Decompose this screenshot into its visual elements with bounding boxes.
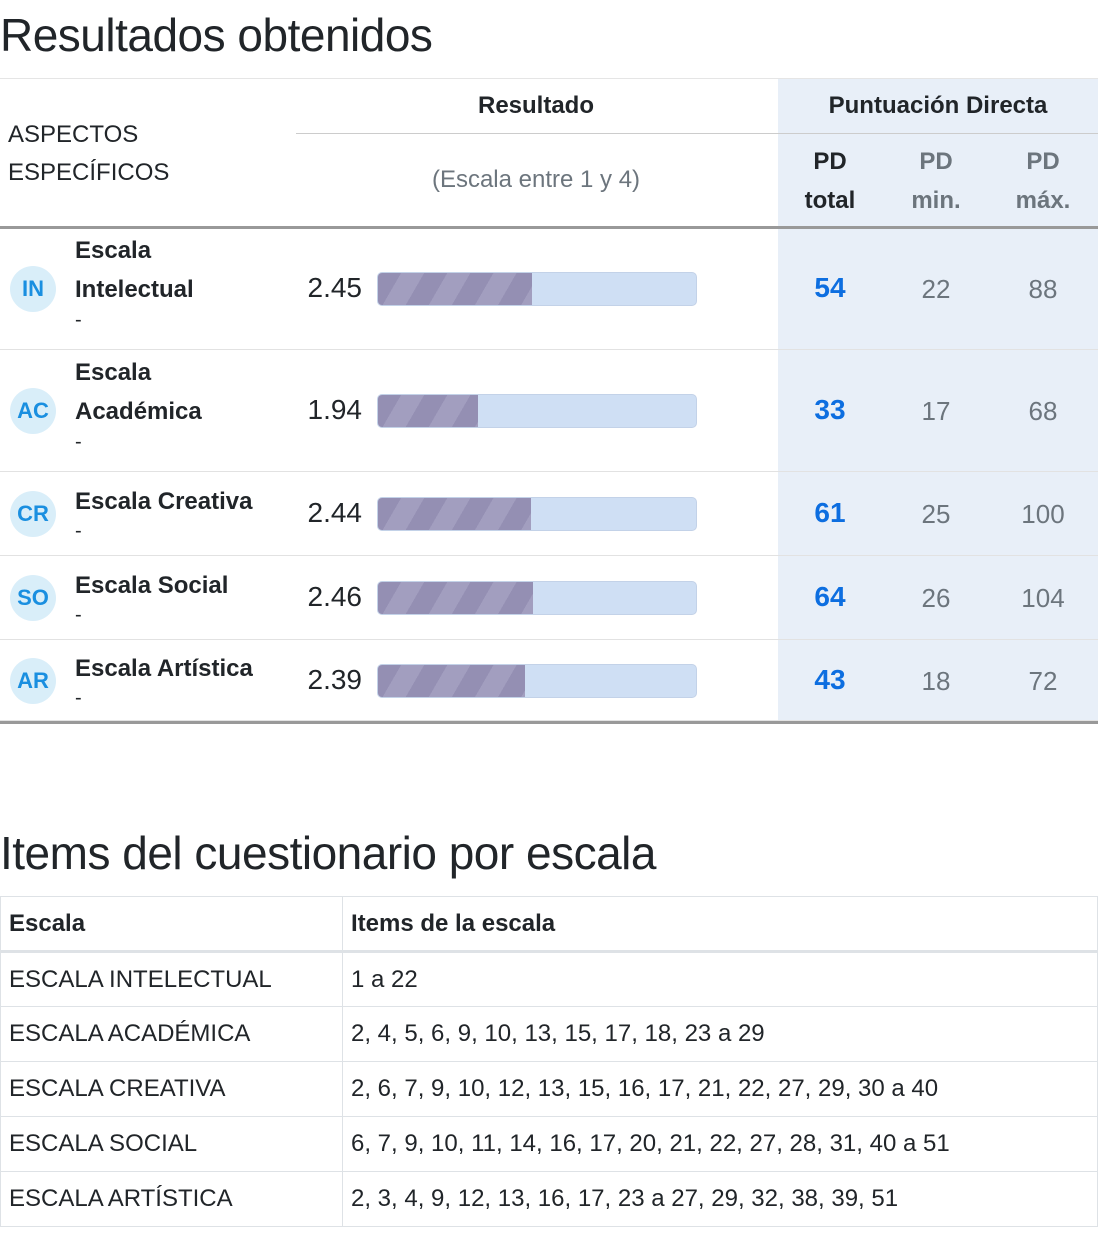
- items-cell: 2, 4, 5, 6, 9, 10, 13, 15, 17, 18, 23 a …: [342, 1006, 1098, 1062]
- items-cell: 1 a 22: [342, 951, 1098, 1007]
- table-row: ESCALA CREATIVA 2, 6, 7, 9, 10, 12, 13, 1…: [0, 1061, 1098, 1117]
- pd-total: 43: [814, 663, 846, 695]
- scale-name: Escala Intelectual: [75, 237, 194, 303]
- pd-min: 26: [921, 583, 951, 613]
- pd-total: 61: [814, 497, 846, 528]
- scale-badge: SO: [10, 575, 56, 621]
- scale-subtitle: -: [75, 604, 82, 626]
- table-row: ESCALA INTELECTUAL 1 a 22: [0, 951, 1098, 1007]
- header-pd-total: PD total: [804, 148, 856, 214]
- items-cell: 2, 6, 7, 9, 10, 12, 13, 15, 16, 17, 21, …: [342, 1061, 1098, 1117]
- items-cell: 6, 7, 9, 10, 11, 14, 16, 17, 20, 21, 22,…: [342, 1116, 1098, 1172]
- header-items: Items de la escala: [342, 896, 1098, 953]
- result-value: 2.46: [307, 581, 363, 612]
- table-row: [0, 350, 1098, 472]
- result-progress-fill: [378, 582, 533, 614]
- pd-max: 104: [1021, 583, 1065, 613]
- items-table: Escala Items de la escala ESCALA INTELEC…: [0, 896, 1098, 1227]
- pd-min: 25: [921, 499, 951, 529]
- header-pd-max: PD máx.: [1015, 148, 1071, 214]
- table-header-row: Escala Items de la escala: [0, 896, 1098, 953]
- result-progress-bar: [377, 663, 697, 698]
- result-progress-fill: [378, 498, 531, 530]
- pd-column-background: [778, 78, 1098, 724]
- pd-min: 22: [921, 274, 951, 304]
- pd-total: 64: [814, 581, 846, 612]
- pd-max: 88: [1028, 274, 1058, 304]
- header-result: Resultado: [477, 92, 594, 119]
- pd-min: 17: [921, 396, 951, 426]
- scale-subtitle: -: [75, 431, 82, 453]
- scale-cell: ESCALA ARTÍSTICA: [0, 1171, 343, 1227]
- header-pd-min: PD min.: [911, 148, 961, 214]
- results-table: ASPECTOS ESPECÍFICOS Resultado (Escala e…: [0, 78, 1098, 724]
- result-value: 2.44: [307, 497, 363, 528]
- header-pd: Puntuación Directa: [828, 92, 1048, 119]
- table-row: ESCALA SOCIAL 6, 7, 9, 10, 11, 14, 16, 17…: [0, 1116, 1098, 1172]
- divider: [296, 133, 1098, 134]
- scale-subtitle: -: [75, 520, 82, 542]
- table-row: [0, 228, 1098, 350]
- scale-name: Escala Creativa: [75, 488, 253, 515]
- scale-cell: ESCALA ACADÉMICA: [0, 1006, 343, 1062]
- result-value: 1.94: [307, 394, 363, 425]
- pd-max: 68: [1028, 396, 1058, 426]
- table-row: [0, 472, 1098, 556]
- scale-name: Escala Artística: [75, 654, 253, 682]
- result-progress-bar: [377, 497, 697, 531]
- header-scale-note: (Escala entre 1 y 4): [431, 166, 641, 193]
- scale-subtitle: -: [75, 309, 82, 331]
- table-row: [0, 556, 1098, 640]
- pd-min: 18: [921, 665, 951, 696]
- header-scale: Escala: [0, 896, 343, 953]
- result-progress-bar: [377, 581, 697, 615]
- result-progress-bar: [377, 394, 697, 428]
- pd-total: 54: [814, 272, 846, 303]
- scale-name: Escala Social: [75, 572, 229, 599]
- scale-badge: IN: [10, 266, 56, 312]
- scale-name: Escala Académica: [75, 359, 202, 425]
- pd-max: 100: [1021, 499, 1065, 529]
- header-aspects: ASPECTOS ESPECÍFICOS: [8, 121, 170, 186]
- table-row: ESCALA ARTÍSTICA 2, 3, 4, 9, 12, 13, 16, …: [0, 1171, 1098, 1227]
- divider: [0, 721, 1098, 724]
- table-row: ESCALA ACADÉMICA 2, 4, 5, 6, 9, 10, 13, 1…: [0, 1006, 1098, 1062]
- pd-max: 72: [1028, 665, 1058, 696]
- divider: [0, 226, 1098, 229]
- result-value: 2.39: [307, 663, 363, 695]
- scale-badge: AC: [10, 388, 56, 434]
- result-progress-fill: [378, 273, 532, 305]
- result-progress-fill: [378, 664, 526, 697]
- scale-cell: ESCALA INTELECTUAL: [0, 951, 343, 1007]
- scale-badge: CR: [10, 491, 56, 537]
- result-progress-bar: [377, 272, 697, 306]
- pd-total: 33: [814, 394, 846, 425]
- scale-cell: ESCALA SOCIAL: [0, 1116, 343, 1172]
- scale-subtitle: -: [75, 686, 82, 709]
- table-row: [0, 640, 1098, 721]
- result-progress-fill: [378, 395, 478, 427]
- divider: [0, 78, 1098, 79]
- items-title: Items del cuestionario por escala: [0, 827, 656, 879]
- result-value: 2.45: [307, 272, 363, 303]
- scale-badge: AR: [10, 657, 56, 704]
- results-title: Resultados obtenidos: [0, 9, 433, 61]
- scale-cell: ESCALA CREATIVA: [0, 1061, 343, 1117]
- items-cell: 2, 3, 4, 9, 12, 13, 16, 17, 23 a 27, 29,…: [342, 1171, 1098, 1227]
